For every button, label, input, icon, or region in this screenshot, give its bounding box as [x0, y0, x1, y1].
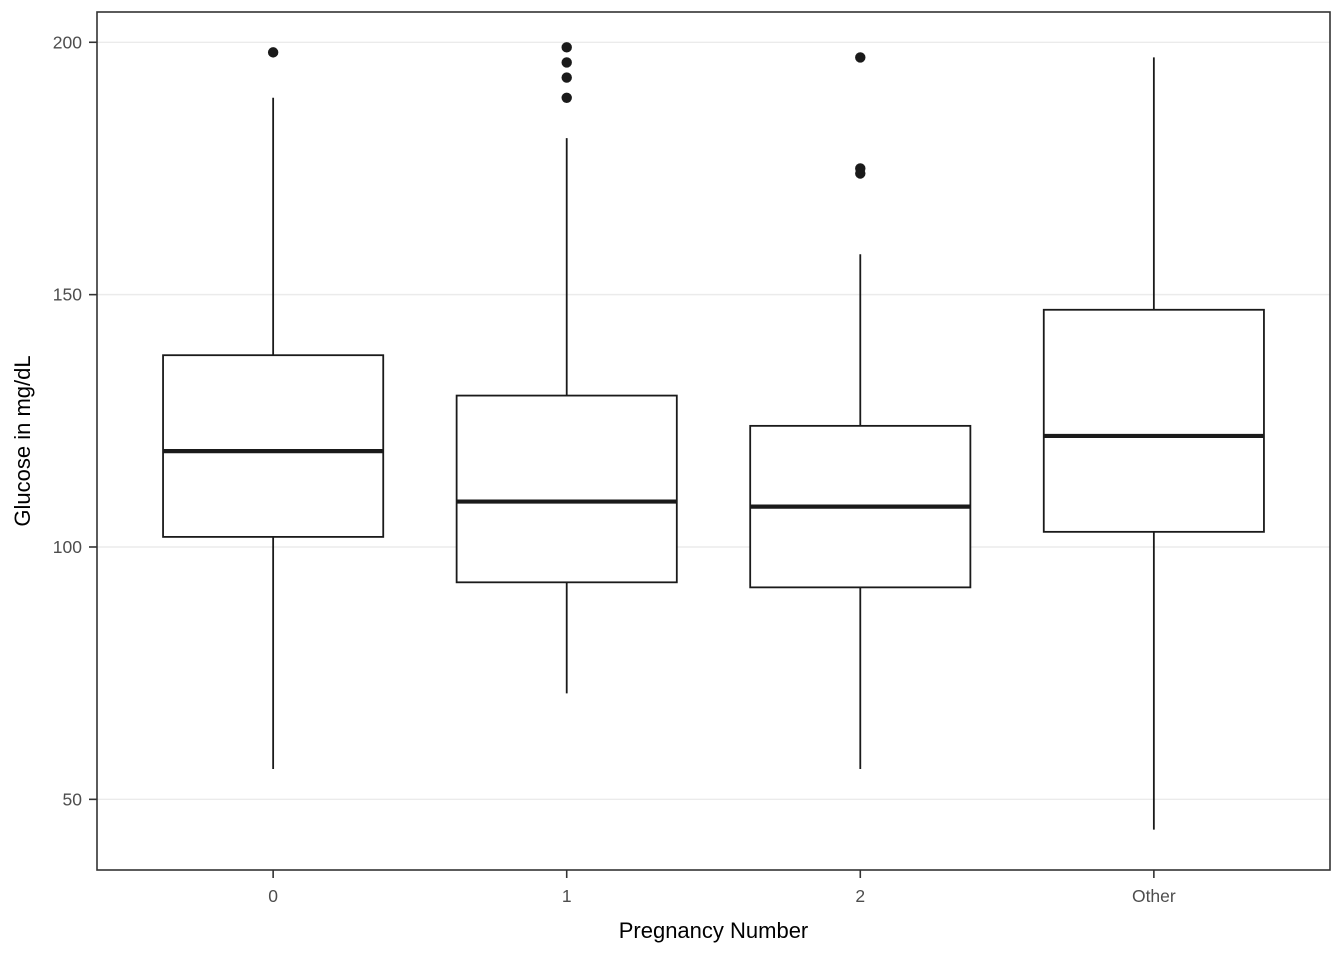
outlier-point-0-0 — [267, 47, 279, 58]
outlier-point-2-2 — [855, 52, 866, 63]
outlier-point-1-0 — [561, 92, 572, 104]
panel-border — [96, 11, 1331, 871]
y-axis-title: Glucose in mg/dL — [10, 355, 35, 526]
x-tick-label-0: 0 — [268, 886, 278, 906]
outlier-point-1-2 — [561, 57, 572, 68]
y-tick-label-150: 150 — [53, 285, 82, 305]
outlier-point-1-3 — [561, 42, 572, 53]
box-1 — [455, 394, 678, 584]
y-tick-label-200: 200 — [53, 32, 82, 52]
x-tick-label-1: 1 — [562, 886, 572, 906]
x-tick-label-2: 2 — [855, 886, 865, 906]
box-0 — [162, 354, 385, 538]
y-tick-label-100: 100 — [53, 537, 82, 557]
outlier-point-1-1 — [561, 72, 572, 83]
x-tick-label-Other: Other — [1132, 886, 1176, 906]
x-axis-title: Pregnancy Number — [619, 918, 809, 943]
y-tick-label-50: 50 — [63, 789, 83, 809]
outlier-point-2-1 — [855, 163, 866, 174]
box-Other — [1042, 308, 1265, 533]
